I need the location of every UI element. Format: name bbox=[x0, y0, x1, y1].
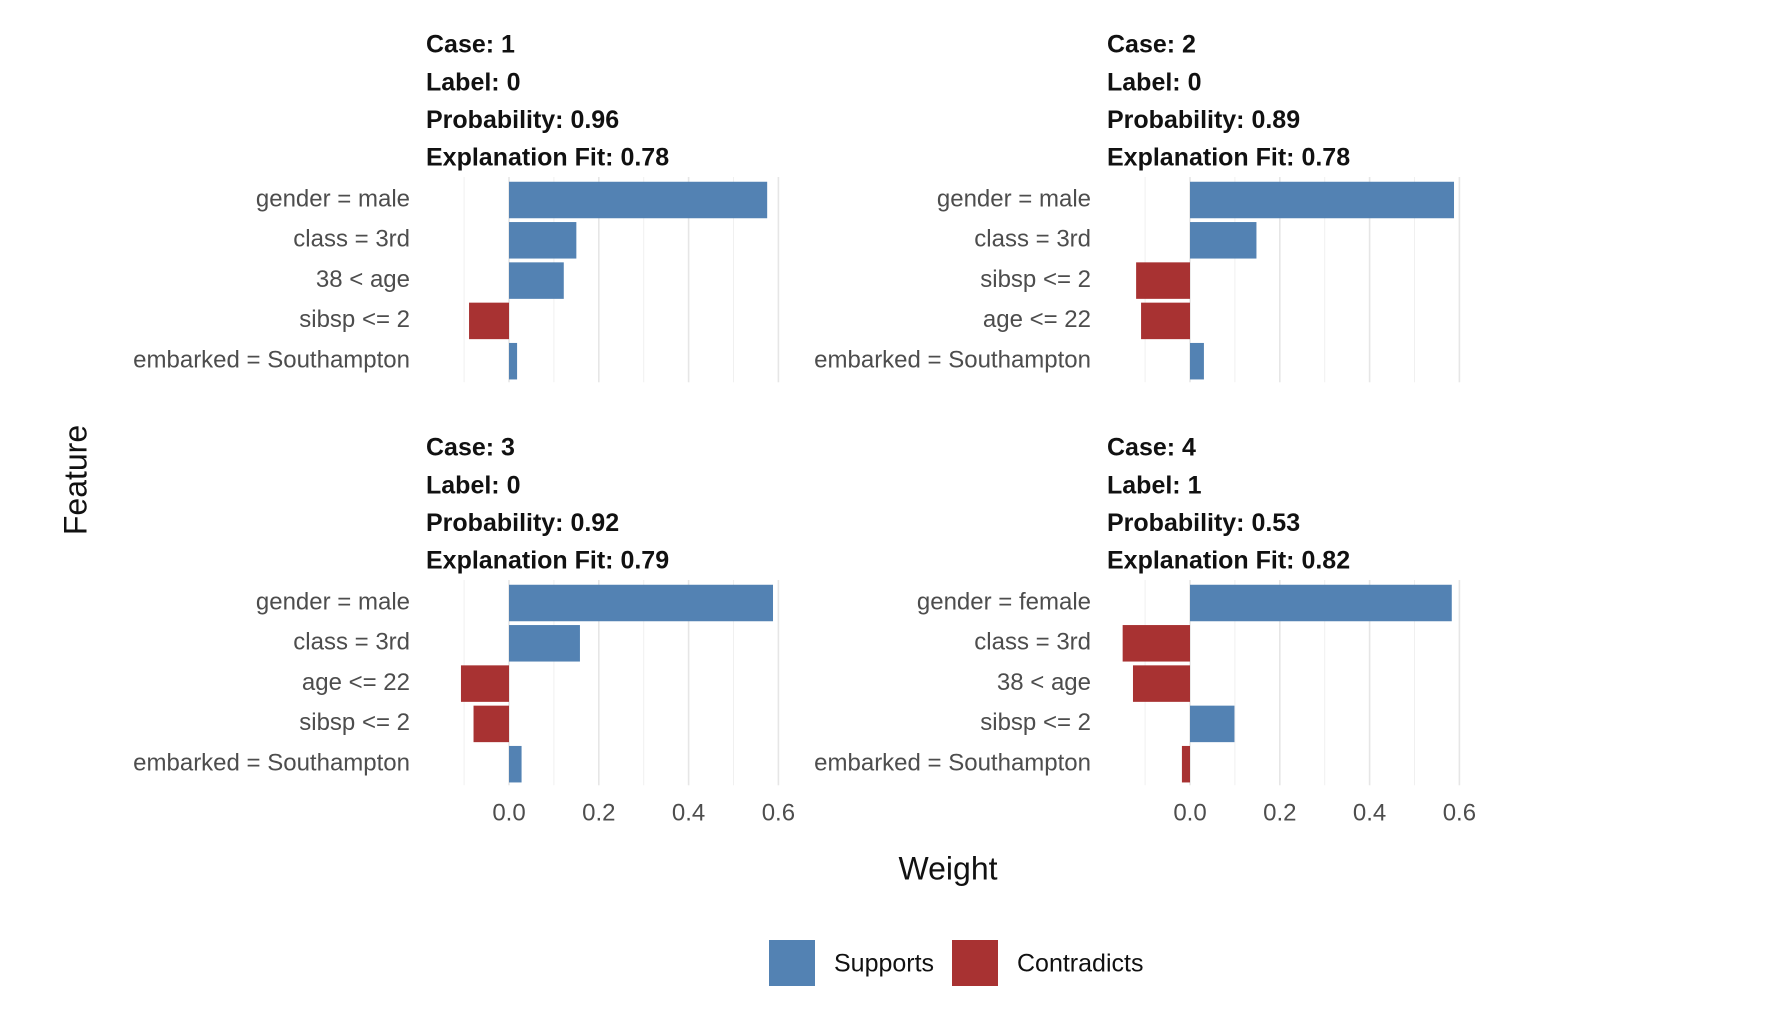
bar bbox=[1190, 342, 1204, 380]
y-axis-label: Feature bbox=[57, 425, 93, 535]
x-tick-label: 0.6 bbox=[762, 799, 795, 826]
y-tick-label: gender = female bbox=[917, 588, 1091, 615]
panel-title: Label: 0 bbox=[426, 68, 520, 96]
x-tick-label: 0.4 bbox=[1353, 799, 1386, 826]
bar bbox=[473, 705, 509, 743]
bar bbox=[1136, 262, 1190, 299]
panel-title: Case: 1 bbox=[426, 31, 515, 59]
y-tick-label: class = 3rd bbox=[974, 226, 1091, 253]
legend-label: Supports bbox=[834, 950, 934, 978]
bar bbox=[469, 302, 509, 340]
y-tick-label: sibsp <= 2 bbox=[299, 306, 410, 333]
panel-title: Explanation Fit: 0.78 bbox=[426, 144, 669, 172]
bar bbox=[1190, 222, 1257, 259]
y-tick-label: class = 3rd bbox=[974, 629, 1091, 656]
x-tick-label: 0.4 bbox=[672, 799, 705, 826]
legend-label: Contradicts bbox=[1017, 950, 1143, 978]
panel-title: Probability: 0.96 bbox=[426, 106, 619, 134]
bar bbox=[1122, 625, 1190, 662]
y-tick-label: class = 3rd bbox=[293, 226, 410, 253]
bar bbox=[509, 181, 768, 219]
y-tick-label: age <= 22 bbox=[983, 306, 1091, 333]
x-axis-label: Weight bbox=[898, 850, 997, 886]
y-tick-label: gender = male bbox=[937, 185, 1091, 212]
panel-title: Probability: 0.53 bbox=[1107, 509, 1300, 537]
bar bbox=[1181, 745, 1190, 783]
panel-title: Label: 0 bbox=[1107, 68, 1201, 96]
y-tick-label: age <= 22 bbox=[302, 669, 410, 696]
panel-title: Case: 2 bbox=[1107, 31, 1196, 59]
legend-swatch bbox=[769, 940, 815, 986]
y-tick-label: embarked = Southampton bbox=[133, 347, 410, 374]
bar bbox=[509, 745, 522, 783]
legend-swatch bbox=[952, 940, 998, 986]
bar bbox=[1141, 302, 1190, 340]
bar bbox=[1132, 665, 1190, 702]
y-tick-label: sibsp <= 2 bbox=[980, 266, 1091, 293]
bar bbox=[509, 625, 580, 662]
bar bbox=[509, 342, 518, 380]
x-tick-label: 0.0 bbox=[492, 799, 525, 826]
bar bbox=[1190, 584, 1452, 622]
y-tick-label: gender = male bbox=[256, 185, 410, 212]
panel-title: Label: 0 bbox=[426, 471, 520, 499]
panel-title: Explanation Fit: 0.82 bbox=[1107, 547, 1350, 575]
x-tick-label: 0.2 bbox=[1263, 799, 1296, 826]
y-tick-label: embarked = Southampton bbox=[814, 750, 1091, 777]
x-tick-label: 0.2 bbox=[582, 799, 615, 826]
y-tick-label: sibsp <= 2 bbox=[980, 709, 1091, 736]
y-tick-label: 38 < age bbox=[997, 669, 1091, 696]
y-tick-label: embarked = Southampton bbox=[133, 750, 410, 777]
y-tick-label: gender = male bbox=[256, 588, 410, 615]
panel-title: Case: 3 bbox=[426, 434, 515, 462]
bar bbox=[460, 665, 509, 702]
bar bbox=[1190, 181, 1455, 219]
panel-title: Explanation Fit: 0.79 bbox=[426, 547, 669, 575]
y-tick-label: 38 < age bbox=[316, 266, 410, 293]
y-tick-label: sibsp <= 2 bbox=[299, 709, 410, 736]
panel-title: Probability: 0.89 bbox=[1107, 106, 1300, 134]
panel-title: Label: 1 bbox=[1107, 471, 1202, 499]
bar bbox=[509, 584, 774, 622]
x-tick-label: 0.6 bbox=[1443, 799, 1476, 826]
x-tick-label: 0.0 bbox=[1173, 799, 1206, 826]
bar bbox=[1190, 705, 1235, 743]
panel-title: Case: 4 bbox=[1107, 434, 1196, 462]
y-tick-label: embarked = Southampton bbox=[814, 347, 1091, 374]
bar bbox=[509, 262, 564, 299]
y-tick-label: class = 3rd bbox=[293, 629, 410, 656]
panel-title: Probability: 0.92 bbox=[426, 509, 619, 537]
bar bbox=[509, 222, 577, 259]
panel-title: Explanation Fit: 0.78 bbox=[1107, 144, 1350, 172]
